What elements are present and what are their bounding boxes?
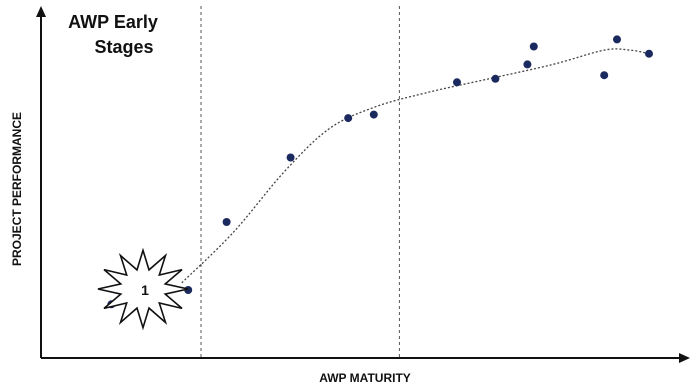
trend-line [181, 48, 650, 284]
annotation-line-1: AWP Early [68, 12, 158, 32]
y-axis-arrow [36, 6, 46, 17]
data-point-7 [453, 78, 461, 87]
starburst-label: 1 [141, 282, 149, 298]
starburst-marker: 1 [97, 247, 189, 331]
data-points [107, 35, 653, 309]
data-point-9 [523, 60, 532, 69]
data-point-5 [344, 114, 353, 123]
data-point-4 [286, 153, 295, 162]
x-axis-title: AWP MATURITY [319, 371, 411, 385]
annotation-line-2: Stages [94, 37, 153, 57]
data-point-12 [613, 35, 621, 44]
x-axis-arrow [679, 353, 690, 363]
data-point-8 [491, 74, 500, 83]
data-point-3 [222, 218, 231, 226]
data-point-11 [600, 71, 609, 80]
data-point-6 [369, 110, 378, 119]
y-axis-title: PROJECT PERFORMANCE [10, 112, 24, 266]
data-point-10 [529, 42, 538, 51]
stage-dividers [200, 6, 400, 358]
starburst-shape [97, 247, 189, 331]
data-point-13 [645, 49, 653, 58]
